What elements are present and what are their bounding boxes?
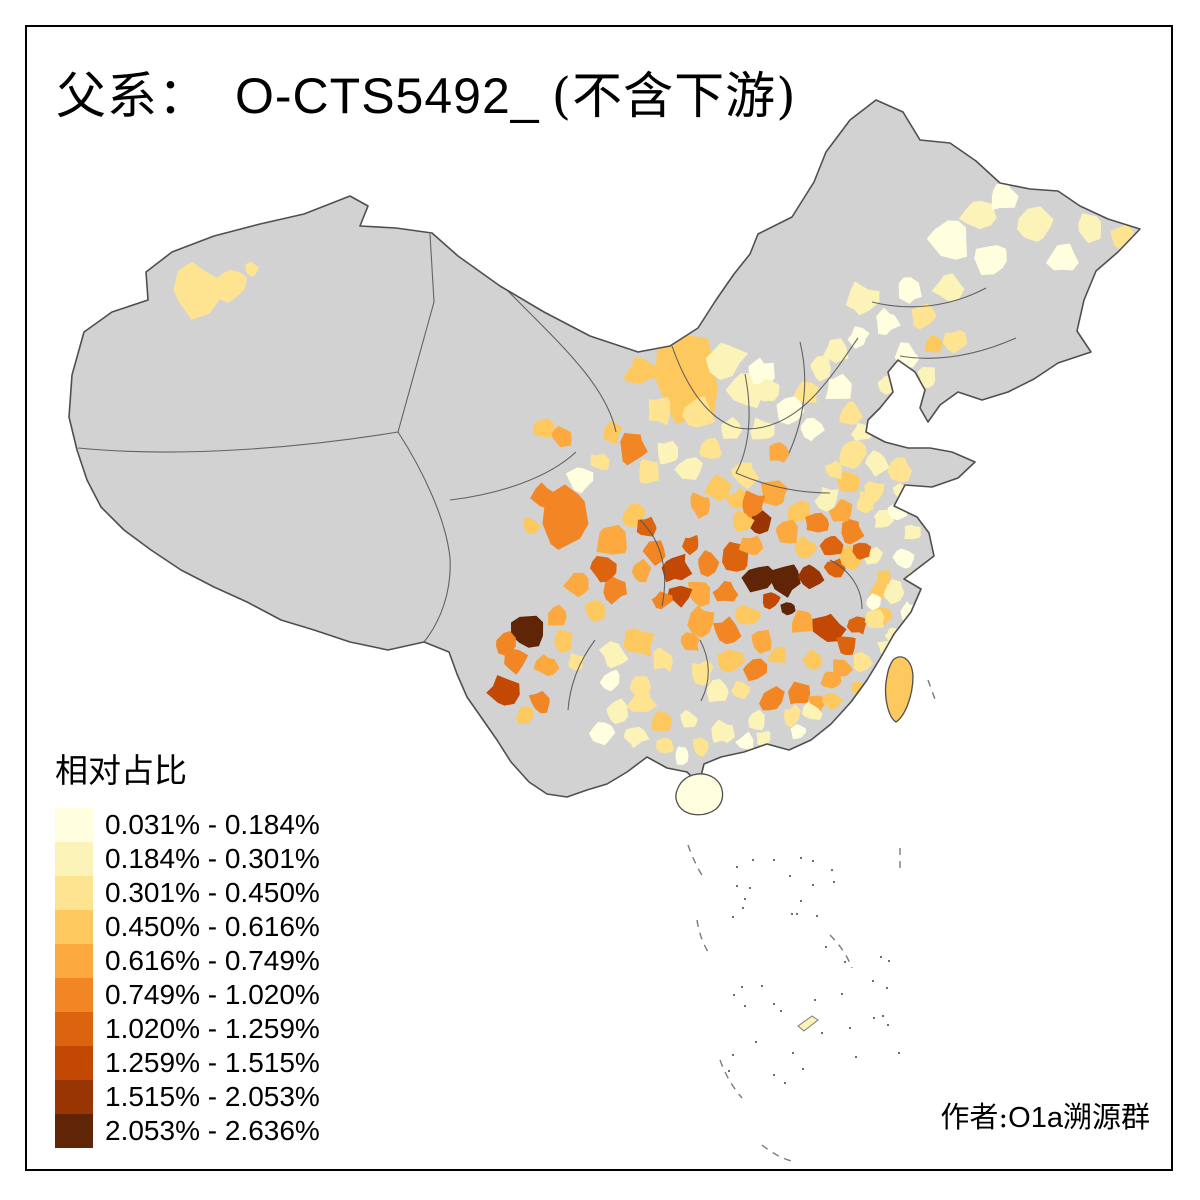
legend-label: 1.020% - 1.259% (105, 1013, 320, 1044)
legend-swatch (55, 1012, 93, 1046)
attribution-suffix: 溯源群 (1062, 1100, 1150, 1134)
attribution-prefix: 作者: (940, 1100, 1009, 1134)
attribution-name: O1a (1008, 1102, 1063, 1134)
title-haplogroup: O-CTS5492_ (235, 68, 540, 124)
legend-swatch (55, 842, 93, 876)
title-prefix: 父系： (56, 67, 209, 125)
legend-label: 1.259% - 1.515% (105, 1047, 320, 1078)
legend-swatch (55, 1114, 93, 1148)
page-title: 父系： O-CTS5492_ (不含下游) (56, 56, 797, 128)
legend-swatch (55, 944, 93, 978)
legend-swatch (55, 1046, 93, 1080)
legend-label: 1.515% - 2.053% (105, 1081, 320, 1112)
legend-row: 0.031% - 0.184% (55, 808, 320, 842)
legend-row: 1.515% - 2.053% (55, 1080, 320, 1114)
legend-row: 0.616% - 0.749% (55, 944, 320, 978)
legend-row: 0.184% - 0.301% (55, 842, 320, 876)
title-suffix: (不含下游) (551, 67, 797, 125)
legend-label: 0.031% - 0.184% (105, 809, 320, 840)
attribution: 作者:O1a溯源群 (940, 1094, 1150, 1136)
legend: 相对占比 0.031% - 0.184% 0.184% - 0.301% 0.301… (55, 744, 320, 1148)
legend-swatch (55, 1080, 93, 1114)
legend-title: 相对占比 (55, 751, 187, 790)
legend-label: 2.053% - 2.636% (105, 1115, 320, 1146)
legend-swatch (55, 808, 93, 842)
legend-row: 0.749% - 1.020% (55, 978, 320, 1012)
legend-swatch (55, 876, 93, 910)
legend-swatch (55, 978, 93, 1012)
legend-rows: 0.031% - 0.184% 0.184% - 0.301% 0.301% - 0… (55, 808, 320, 1148)
legend-label: 0.616% - 0.749% (105, 945, 320, 976)
legend-row: 1.020% - 1.259% (55, 1012, 320, 1046)
legend-label: 0.301% - 0.450% (105, 877, 320, 908)
legend-row: 2.053% - 2.636% (55, 1114, 320, 1148)
legend-row: 0.450% - 0.616% (55, 910, 320, 944)
legend-label: 0.749% - 1.020% (105, 979, 320, 1010)
legend-row: 0.301% - 0.450% (55, 876, 320, 910)
legend-label: 0.450% - 0.616% (105, 911, 320, 942)
legend-swatch (55, 910, 93, 944)
legend-row: 1.259% - 1.515% (55, 1046, 320, 1080)
legend-label: 0.184% - 0.301% (105, 843, 320, 874)
